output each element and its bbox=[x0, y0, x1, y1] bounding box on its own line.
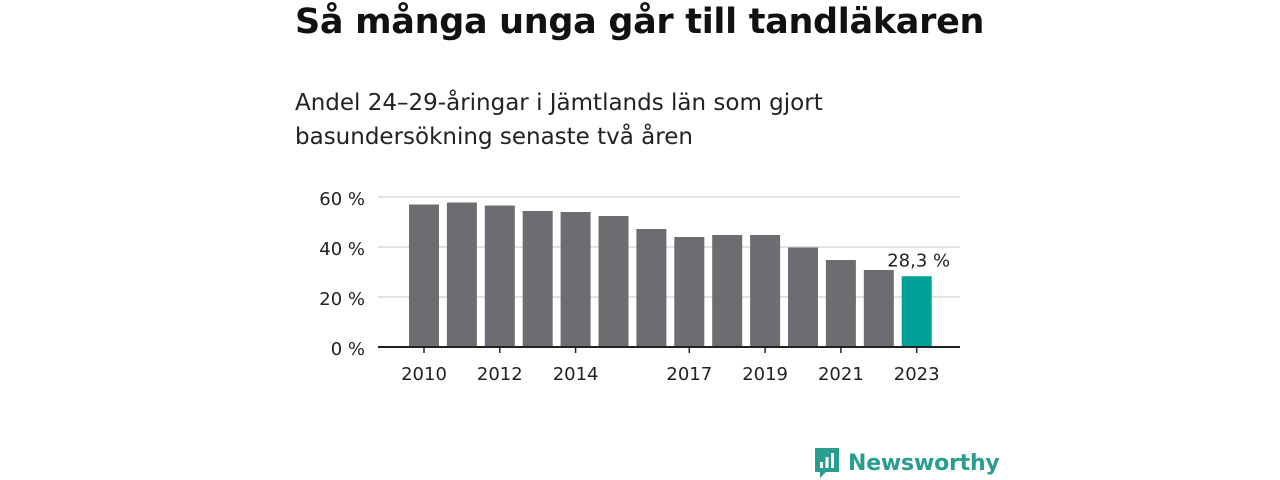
bar-2023 bbox=[901, 276, 932, 347]
brand-name: Newsworthy bbox=[848, 450, 1000, 476]
newsworthy-logo-icon bbox=[815, 448, 839, 478]
bar-2017 bbox=[674, 237, 705, 347]
y-tick-label: 20 % bbox=[319, 289, 365, 310]
data-label: 28,3 % bbox=[887, 250, 950, 271]
x-tick-label: 2019 bbox=[742, 364, 788, 385]
bar-chart: 0 % 20 % 40 % 60 % 28,3 % 2010 2012 2014 2017 201… bbox=[319, 189, 960, 385]
y-tick-label: 60 % bbox=[319, 189, 365, 210]
x-tick-label: 2021 bbox=[818, 364, 864, 385]
bar-2016 bbox=[636, 229, 667, 347]
x-tick-label: 2014 bbox=[553, 364, 599, 385]
x-tick-label: 2012 bbox=[477, 364, 523, 385]
bar-2012 bbox=[484, 205, 515, 347]
brand-logo: Newsworthy bbox=[813, 446, 1000, 480]
bar-2014 bbox=[560, 212, 591, 347]
bar-2010 bbox=[409, 204, 439, 347]
bar-2011 bbox=[446, 202, 477, 347]
bar-2022 bbox=[863, 270, 894, 347]
y-tick-label: 40 % bbox=[319, 239, 365, 260]
x-tick-label: 2017 bbox=[666, 364, 712, 385]
y-tick-label: 0 % bbox=[331, 339, 365, 360]
x-tick-label: 2010 bbox=[401, 364, 447, 385]
bar-2019 bbox=[750, 235, 781, 347]
bar-2013 bbox=[522, 211, 553, 347]
bar-2015 bbox=[598, 216, 629, 347]
chart-title: Så många unga går till tandläkaren bbox=[295, 2, 985, 42]
chart-subtitle: Andel 24–29-åringar i Jämtlands län som … bbox=[295, 90, 823, 150]
bar-2018 bbox=[712, 235, 743, 347]
bar-2021 bbox=[825, 260, 856, 347]
bar-2020 bbox=[788, 247, 818, 347]
x-tick-label: 2023 bbox=[894, 364, 940, 385]
